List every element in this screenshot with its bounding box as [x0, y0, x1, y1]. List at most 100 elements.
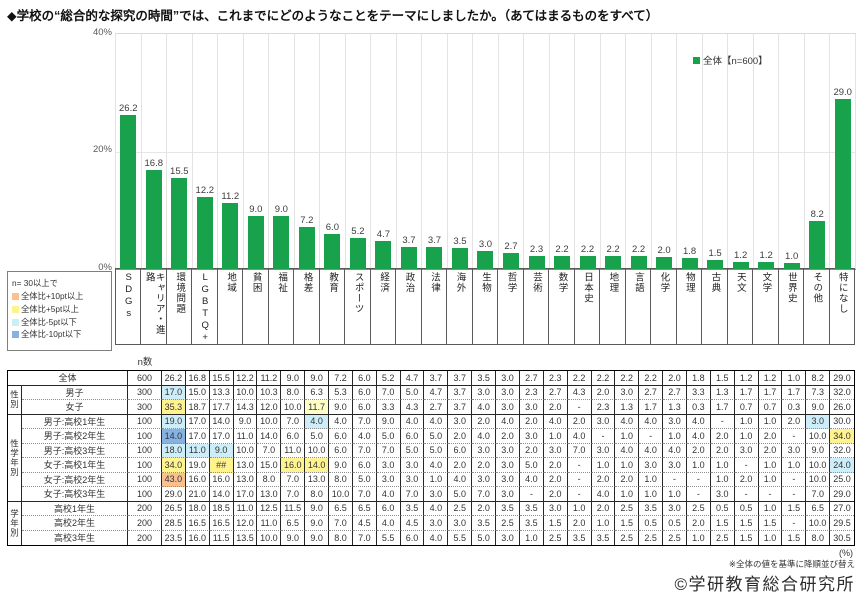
- chart-column: 26.2: [116, 34, 142, 269]
- category-label-text: 芸術: [530, 272, 542, 293]
- value-cell: 35.3: [162, 400, 186, 415]
- value-cell: -: [734, 487, 759, 502]
- bar: [400, 247, 417, 269]
- row-n-count: 300: [128, 400, 162, 415]
- value-cell: 4.7: [400, 371, 425, 386]
- value-cell: 2.0: [686, 516, 711, 531]
- category-label-text: 格差: [301, 272, 313, 293]
- value-cell: 18.5: [209, 501, 234, 516]
- category-label-text: 言語: [632, 272, 644, 293]
- value-cell: 3.5: [592, 530, 616, 545]
- value-cell: 7.0: [806, 487, 831, 502]
- value-cell: 10.0: [806, 458, 831, 473]
- category-label-text: 日本史: [581, 272, 593, 304]
- chart-column: 16.8: [142, 34, 168, 269]
- value-cell: 6.3: [305, 385, 330, 400]
- row-n-count: 100: [128, 429, 162, 444]
- value-cell: 4.0: [305, 414, 330, 429]
- value-cell: 16.0: [281, 458, 306, 473]
- chart-column: 1.8: [677, 34, 703, 269]
- value-cell: -: [591, 429, 616, 444]
- value-cell: 1.8: [686, 371, 711, 386]
- value-cell: 4.0: [448, 472, 473, 487]
- chart-column: 3.0: [473, 34, 499, 269]
- value-cell: 3.5: [639, 501, 664, 516]
- legend-label: 全体【n=600】: [703, 56, 768, 67]
- value-cell: 4.0: [567, 429, 592, 444]
- value-cell: 10.0: [806, 429, 831, 444]
- bar: [502, 253, 519, 269]
- category-label-text: 古典: [709, 272, 721, 293]
- category-label: 地理: [600, 269, 626, 344]
- row-n-count: 300: [128, 385, 162, 400]
- value-cell: 4.0: [591, 487, 616, 502]
- bar: [196, 197, 213, 269]
- value-cell: 3.0: [424, 516, 449, 531]
- value-cell: 3.0: [663, 414, 687, 429]
- category-label-text: 文学: [760, 272, 772, 293]
- category-label-text: 海外: [454, 272, 466, 293]
- value-cell: 3.5: [568, 530, 592, 545]
- row-name: 男子: [22, 385, 128, 400]
- bar-value-label: 3.7: [427, 235, 442, 247]
- bar: [758, 261, 775, 269]
- value-cell: 1.5: [710, 516, 735, 531]
- value-cell: 6.0: [448, 443, 473, 458]
- bar-value-label: 8.2: [810, 208, 824, 220]
- chart-column: 2.0: [652, 34, 678, 269]
- value-cell: 4.3: [400, 400, 425, 415]
- value-cell: 3.0: [496, 371, 520, 386]
- category-label: 生物: [473, 269, 499, 344]
- bar: [451, 248, 468, 269]
- value-cell: 2.0: [758, 429, 783, 444]
- value-cell: 5.3: [329, 385, 353, 400]
- threshold-label: 全体比-5pt以下: [21, 316, 77, 327]
- bar: [273, 216, 290, 269]
- value-cell: 3.7: [448, 385, 473, 400]
- bar-value-label: 1.0: [785, 251, 799, 263]
- value-cell: 1.3: [710, 385, 735, 400]
- value-cell: 8.0: [806, 530, 831, 545]
- chart-column: 11.2: [218, 34, 244, 269]
- row-name: 女子:高校3年生: [22, 487, 128, 502]
- category-label: 海外: [447, 269, 473, 344]
- value-cell: 1.0: [686, 458, 711, 473]
- category-label: 政治: [396, 269, 422, 344]
- value-cell: 3.0: [663, 501, 687, 516]
- value-cell: 3.0: [734, 443, 759, 458]
- category-label-text: 経済: [378, 272, 390, 293]
- value-cell: 17.7: [209, 400, 234, 415]
- category-label-text: LGBTQ+: [199, 272, 211, 344]
- value-cell: 4.3: [567, 385, 592, 400]
- value-cell: 7.0: [352, 487, 377, 502]
- value-cell: 5.0: [472, 530, 497, 545]
- value-cell: 1.0: [734, 429, 759, 444]
- value-cell: 10.0: [329, 487, 353, 502]
- chart-column: 2.2: [550, 34, 576, 269]
- bar: [349, 238, 366, 269]
- value-cell: 1.5: [543, 516, 568, 531]
- value-cell: 10.0: [233, 443, 258, 458]
- value-cell: 5.5: [377, 530, 401, 545]
- category-label: SDGs: [116, 269, 142, 344]
- category-label-text: 物理: [683, 272, 695, 293]
- value-cell: 32.0: [830, 444, 854, 458]
- category-label: 数学: [549, 269, 575, 344]
- bar: [681, 258, 698, 269]
- value-cell: 13.0: [233, 458, 258, 473]
- value-cell: -: [734, 458, 759, 473]
- bar: [298, 226, 315, 269]
- category-label: スポーツ: [345, 269, 371, 344]
- value-cell: 2.7: [424, 400, 449, 415]
- value-cell: 11.7: [305, 400, 330, 415]
- value-cell: 1.7: [734, 385, 759, 400]
- value-cell: 2.3: [519, 385, 544, 400]
- category-label: 哲学: [498, 269, 524, 344]
- category-label-text: 環境問題: [174, 272, 186, 314]
- value-cell: 3.0: [496, 458, 520, 473]
- bar-value-label: 3.0: [478, 239, 493, 251]
- value-cell: -: [567, 472, 592, 487]
- threshold-legend-item: 全体比-10pt以下: [12, 328, 108, 341]
- value-cell: 2.5: [711, 530, 735, 545]
- value-cell: 5.2: [376, 371, 401, 386]
